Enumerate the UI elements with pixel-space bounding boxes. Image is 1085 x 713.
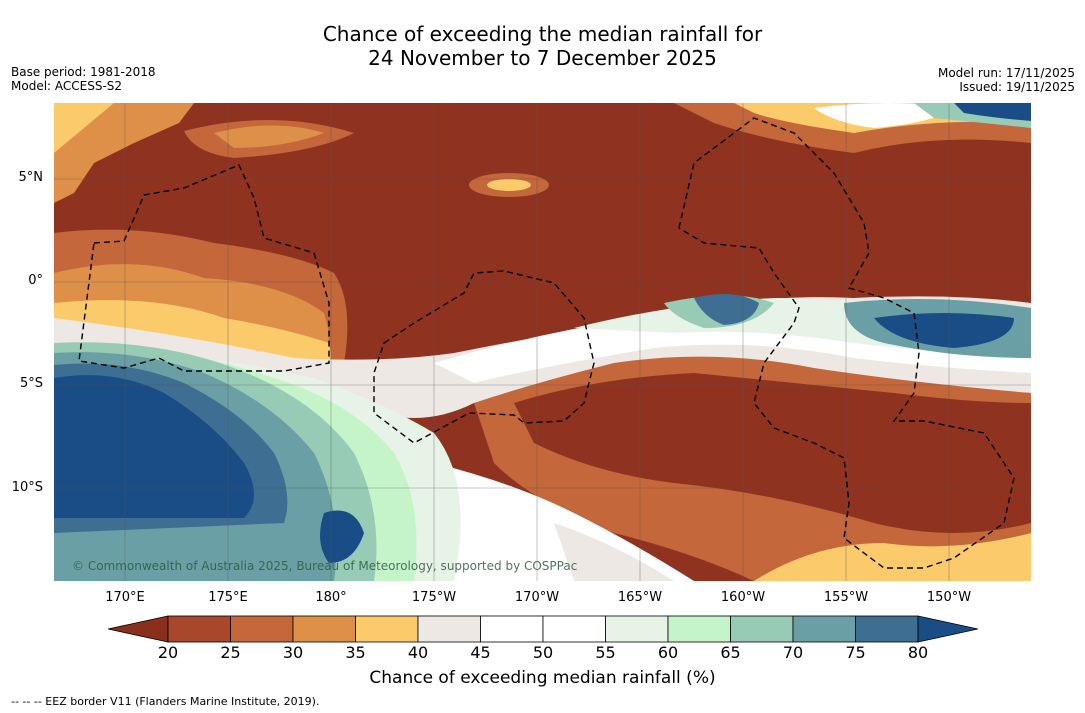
colorbar-segment [667,615,731,643]
contour-sw-deep [54,375,254,518]
colorbar-extend-high [917,615,978,643]
lon-label-150w: 150°W [926,590,972,605]
colorbar-label: Chance of exceeding median rainfall (%) [369,668,716,688]
colorbar-tick-label: 40 [407,643,429,662]
contour-top-band-2 [214,125,324,148]
colorbar-tick-label: 65 [720,643,741,662]
eez-borders [78,117,1015,569]
lon-label-180: 180° [315,590,347,605]
chart-title: Chance of exceeding the median rainfall … [0,22,1085,70]
contour-top-right-3 [814,103,954,128]
lon-label-155w: 155°W [823,590,869,605]
graticule [54,103,1031,581]
colorbar-tick-label: 25 [220,643,241,662]
colorbar-tick-label: 55 [595,643,616,662]
lat-label-5s: 5°S [19,376,43,391]
meta-right: Model run: 17/11/2025 Issued: 19/11/2025 [938,66,1075,94]
colorbar [108,615,978,643]
contour-north-light [54,103,114,153]
lon-label-175e: 175°E [208,590,248,605]
contour-south-center-neutral-2 [554,523,674,581]
colorbar-tick-label: 80 [907,643,929,662]
colorbar-extend-low [108,615,169,643]
colorbar-segment [605,615,669,643]
colorbar-segment [480,615,544,643]
lon-label-160w: 160°W [720,590,766,605]
contour-north-spot-2 [487,179,531,191]
colorbar-tick-label: 30 [282,643,304,662]
colorbar-segment [167,615,231,643]
lon-label-175w: 175°W [411,590,457,605]
colorbar-segment [730,615,794,643]
colorbar-tick-label: 20 [157,643,179,662]
colorbar-segment [855,615,919,643]
lat-label-0: 0° [28,273,43,288]
title-line-2: 24 November to 7 December 2025 [368,46,717,70]
colorbar-segment [230,615,294,643]
title-line-1: Chance of exceeding the median rainfall … [322,22,763,46]
eez-border-2 [373,270,595,444]
eez-footnote: -- -- -- EEZ border V11 (Flanders Marine… [11,695,320,708]
colorbar-tick-label: 70 [782,643,804,662]
copyright-text: © Commonwealth of Australia 2025, Bureau… [72,559,577,573]
eez-border-3 [678,117,1015,569]
contour-east-blue [874,313,1014,348]
colorbar-tick-label: 50 [532,643,554,662]
lat-label-5n: 5°N [18,170,44,185]
colorbar-segment [417,615,481,643]
colorbar-segment [792,615,856,643]
colorbar-tick-label: 35 [345,643,366,662]
contour-south-east-yellow [754,533,1031,581]
lat-label-10s: 10°S [11,480,43,495]
meta-left: Base period: 1981-2018 Model: ACCESS-S2 [11,65,156,93]
eez-border-1 [78,164,330,372]
model-run: Model run: 17/11/2025 [937,66,1075,80]
colorbar-tick-label: 45 [470,643,491,662]
lon-label-165w: 165°W [617,590,663,605]
contour-south-east-dark [514,373,1031,533]
base-period: Base period: 1981-2018 [11,65,156,79]
colorbar-segment [292,615,356,643]
colorbar-segment [542,615,606,643]
lon-label-170w: 170°W [514,590,560,605]
contour-north-orange [54,103,194,203]
model-name: Model: ACCESS-S2 [11,79,123,93]
contour-south-center-neutral [434,463,694,581]
contour-top-right-5 [954,103,1031,121]
colorbar-tick-label: 75 [845,643,866,662]
lon-label-170e: 170°E [105,590,145,605]
issued-date: Issued: 19/11/2025 [959,80,1075,94]
rainfall-map: © Commonwealth of Australia 2025, Bureau… [54,103,1031,581]
colorbar-segment [355,615,419,643]
colorbar-tick-label: 60 [657,643,679,662]
